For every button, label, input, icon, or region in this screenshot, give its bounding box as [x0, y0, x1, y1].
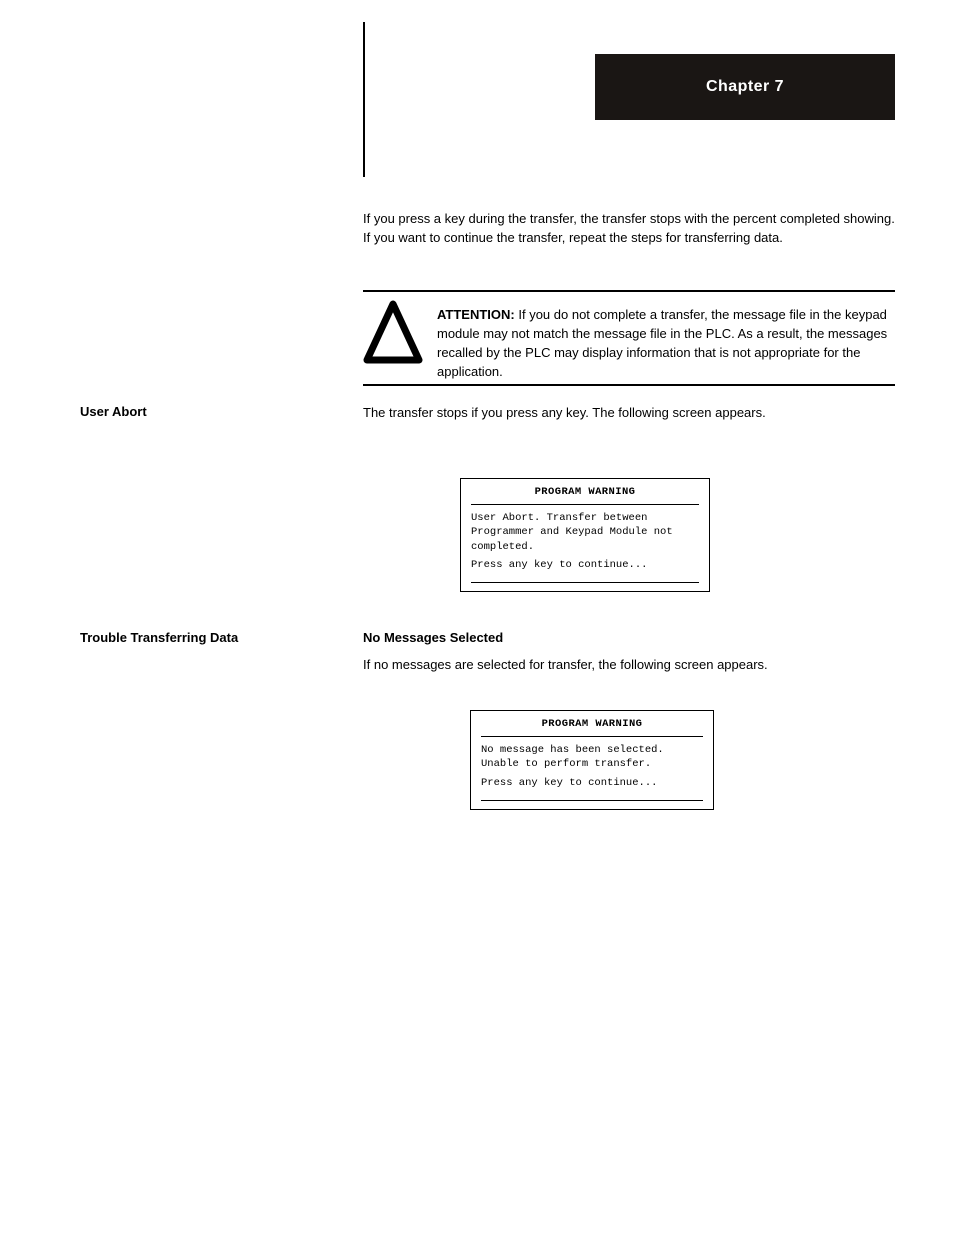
attention-bottom-rule: [363, 384, 895, 386]
chapter-box-label: Chapter 7: [706, 78, 784, 96]
section-left-label-2: Trouble Transferring Data: [80, 630, 350, 645]
warning-triangle-icon: [363, 300, 423, 364]
section-left-text-1: User Abort: [80, 404, 147, 419]
warning1-rule-bottom: [471, 582, 699, 583]
paragraph-abort: The transfer stops if you press any key.…: [363, 404, 895, 423]
attention-block: ATTENTION: If you do not complete a tran…: [363, 300, 895, 381]
warning1-line2: Press any key to continue...: [471, 558, 699, 576]
paragraph-nomsg: If no messages are selected for transfer…: [363, 656, 895, 675]
warning2-title: PROGRAM WARNING: [481, 717, 703, 734]
warning2-rule-bottom: [481, 800, 703, 801]
warning2-rule-top: [481, 736, 703, 737]
attention-top-rule: [363, 290, 895, 292]
section2-heading: No Messages Selected: [363, 630, 895, 645]
paragraph-intro: If you press a key during the transfer, …: [363, 210, 895, 248]
warning2-line2: Press any key to continue...: [481, 776, 703, 794]
warning1-title: PROGRAM WARNING: [471, 485, 699, 502]
page-root: Chapter 7 If you press a key during the …: [0, 0, 954, 1235]
warning1-line1: User Abort. Transfer between Programmer …: [471, 511, 699, 558]
warning2-line1: No message has been selected. Unable to …: [481, 743, 703, 775]
warning-box-1: PROGRAM WARNING User Abort. Transfer bet…: [460, 478, 710, 592]
warning1-rule-top: [471, 504, 699, 505]
attention-label: ATTENTION:: [437, 307, 515, 322]
warning-box-2: PROGRAM WARNING No message has been sele…: [470, 710, 714, 810]
section-left-label-1: User Abort: [80, 404, 350, 419]
chapter-box: Chapter 7: [595, 54, 895, 120]
header-vertical-rule: [363, 22, 365, 177]
attention-text: ATTENTION: If you do not complete a tran…: [437, 300, 895, 381]
